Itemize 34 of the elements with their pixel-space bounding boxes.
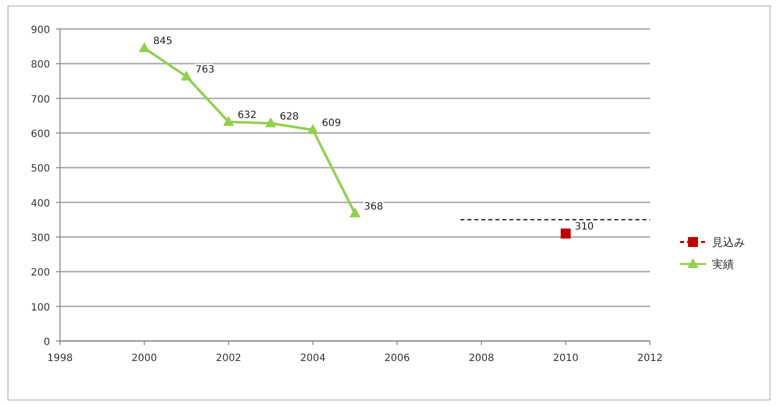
x-tick-label: 2012	[637, 353, 663, 364]
x-tick-label: 2008	[468, 353, 494, 364]
data-label: 632	[238, 110, 257, 121]
data-label: 845	[153, 36, 172, 48]
point	[223, 116, 234, 126]
y-tick-label: 200	[30, 268, 50, 279]
legend-label: 実績	[712, 258, 734, 271]
y-tick-label: 400	[30, 198, 50, 210]
y-tick-label: 900	[30, 25, 50, 36]
point	[265, 117, 276, 128]
x-tick-label: 1998	[47, 353, 73, 364]
point	[560, 228, 571, 239]
y-tick-label: 700	[30, 94, 50, 106]
x-tick-label: 2006	[384, 353, 410, 364]
legend-label: 見込み	[712, 236, 745, 249]
point	[138, 42, 150, 52]
x-tick-label: 2000	[132, 353, 158, 364]
y-tick-label: 600	[30, 129, 50, 140]
point	[350, 207, 360, 218]
x-tick-label: 2002	[216, 353, 242, 364]
point	[307, 124, 318, 134]
x-tick-label: 2010	[552, 353, 578, 364]
y-tick-label: 800	[30, 60, 50, 71]
data-label: 368	[364, 201, 384, 212]
data-label: 628	[280, 111, 299, 122]
y-tick-label: 100	[30, 302, 50, 314]
x-tick-label: 2004	[300, 353, 326, 364]
y-tick-label: 300	[30, 233, 50, 244]
data-label: 763	[195, 64, 215, 76]
y-tick-label: 0	[44, 337, 50, 348]
data-label: 609	[322, 118, 341, 129]
point	[180, 70, 192, 80]
data-label: 310	[574, 222, 594, 233]
y-tick-label: 500	[30, 164, 50, 175]
